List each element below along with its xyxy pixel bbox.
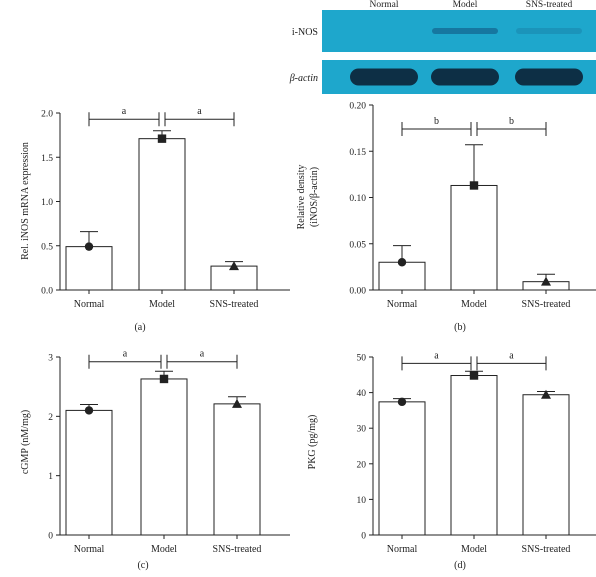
chart-c-ytick-label: 3 <box>48 354 53 364</box>
panel-d: 0 10 20 30 40 50 Normal Model SNS-treated a a PKG … <box>307 350 596 571</box>
chart-c-xtick-label-sns-treated: SNS-treated <box>213 544 262 555</box>
chart-a-bar-normal <box>65 246 113 291</box>
chart-a-sig-label: a <box>122 106 127 117</box>
chart-c-bar-sns-treated <box>213 403 261 536</box>
chart-d-ytick-label: 40 <box>357 389 367 399</box>
chart-d-plot: 0 10 20 30 40 50 Normal Model SNS-treated a a <box>357 350 596 555</box>
chart-c-panel-label: (c) <box>137 560 148 571</box>
chart-b-ytick-label: 0.15 <box>349 148 366 158</box>
chart-c-ytick-label: 2 <box>48 413 53 423</box>
chart-d-ylabel: PKG (pg/mg) <box>307 415 318 470</box>
chart-a-ytick-label: 0.0 <box>41 287 53 297</box>
chart-c-ytick-label: 0 <box>48 532 53 542</box>
chart-c-ylabel: cGMP (nM/mg) <box>20 410 31 474</box>
chart-d-marker-sns-treated <box>541 389 551 399</box>
chart-d-bar-normal <box>378 401 426 536</box>
chart-b-ytick-label: 0.00 <box>349 287 366 297</box>
chart-a-ytick-label: 2.0 <box>41 110 53 120</box>
chart-c-ytick-label: 1 <box>48 472 53 482</box>
chart-a-marker-model <box>157 134 167 143</box>
chart-b-ytick-label: 0.10 <box>349 194 366 204</box>
blot-band-inos-model <box>432 28 498 34</box>
chart-b-ylabel-line2: (iNOS/β-actin) <box>309 167 320 227</box>
panel-c: 0 1 2 3 Normal Model SNS-treated a a cGMP (nM/mg… <box>20 349 290 571</box>
chart-c-marker-model <box>159 374 169 384</box>
chart-b-marker-sns-treated <box>541 276 551 286</box>
chart-b-xtick-label-sns-treated: SNS-treated <box>522 299 571 310</box>
chart-d-sig-label: a <box>509 350 514 361</box>
chart-b-sig-label: b <box>509 116 514 127</box>
chart-a-sig-label: a <box>197 106 202 117</box>
chart-c-marker-normal <box>84 406 94 415</box>
chart-d-ytick-label: 20 <box>357 460 367 470</box>
chart-b-ytick-label: 0.05 <box>349 240 366 250</box>
chart-a-xtick-label-sns-treated: SNS-treated <box>210 299 259 310</box>
chart-d-xtick-label-sns-treated: SNS-treated <box>522 544 571 555</box>
chart-b-sig-label: b <box>434 116 439 127</box>
chart-a-xtick-label-model: Model <box>149 299 175 310</box>
blot-band-actin-sns-treated <box>515 68 583 86</box>
chart-c-bar-model <box>140 378 188 536</box>
chart-d-bar-sns-treated <box>522 394 570 536</box>
chart-a-xtick-label-normal: Normal <box>74 299 105 310</box>
chart-d-ytick-label: 30 <box>357 425 367 435</box>
blot-band-actin-model <box>431 68 499 86</box>
blot-row-label-inos: i-NOS <box>292 27 318 38</box>
chart-a-ytick-label: 1.5 <box>41 154 53 164</box>
chart-d-ytick-label: 10 <box>357 496 367 506</box>
chart-c-sig-label: a <box>123 349 128 360</box>
chart-b-panel-label: (b) <box>454 322 466 333</box>
chart-b-ylabel: Relative density <box>296 165 307 230</box>
chart-d-sig-label: a <box>434 350 439 361</box>
chart-a-marker-normal <box>84 242 94 251</box>
chart-b-plot: 0.00 0.05 0.10 0.15 0.20 Normal Model SNS-treat… <box>349 102 596 310</box>
chart-c-marker-sns-treated <box>232 398 242 408</box>
chart-b-marker-model <box>469 181 479 190</box>
chart-b-xtick-label-model: Model <box>461 299 487 310</box>
chart-a-panel-label: (a) <box>134 322 145 333</box>
blot-band-actin-normal <box>350 68 418 86</box>
chart-b-bar-model <box>450 184 498 291</box>
blot-band-inos-sns-treated <box>516 28 582 34</box>
chart-a-plot: 0.0 0.5 1.0 1.5 2.0 Normal Model SNS-treated a a <box>41 106 290 310</box>
chart-c-bar-normal <box>65 409 113 536</box>
chart-d-marker-normal <box>397 397 407 407</box>
blot-lane-label-model: Model <box>453 0 478 10</box>
chart-a-ytick-label: 0.5 <box>41 242 53 252</box>
chart-b-bar-normal <box>378 261 426 291</box>
chart-b-marker-normal <box>397 258 407 267</box>
chart-c-xtick-label-normal: Normal <box>74 544 105 555</box>
blot-lane-label-sns-treated: SNS-treated <box>526 0 573 10</box>
blot-row-label-actin: β-actin <box>289 73 318 84</box>
chart-d-ytick-label: 0 <box>361 532 366 542</box>
chart-d-marker-model <box>469 371 479 380</box>
chart-d-ytick-label: 50 <box>357 354 367 364</box>
chart-c-xtick-label-model: Model <box>151 544 177 555</box>
chart-b-ytick-label: 0.20 <box>349 102 366 112</box>
chart-a-bar-model <box>138 138 186 291</box>
chart-d-xtick-label-model: Model <box>461 544 487 555</box>
blot-lane-label-normal: Normal <box>369 0 398 10</box>
chart-d-xtick-label-normal: Normal <box>387 544 418 555</box>
chart-c-plot: 0 1 2 3 Normal Model SNS-treated a a <box>48 349 290 555</box>
chart-c-sig-label: a <box>200 349 205 360</box>
chart-b-xtick-label-normal: Normal <box>387 299 418 310</box>
chart-d-bar-model <box>450 375 498 536</box>
chart-a-ylabel: Rel. iNOS mRNA expression <box>20 142 31 260</box>
panel-b: 0.00 0.05 0.10 0.15 0.20 Normal Model SNS-treat… <box>296 102 596 333</box>
western-blot: Normal Model SNS-treated i-NOS β-actin <box>289 0 596 94</box>
chart-a-ytick-label: 1.0 <box>41 198 53 208</box>
chart-d-panel-label: (d) <box>454 560 466 571</box>
chart-a-marker-sns-treated <box>229 261 239 271</box>
